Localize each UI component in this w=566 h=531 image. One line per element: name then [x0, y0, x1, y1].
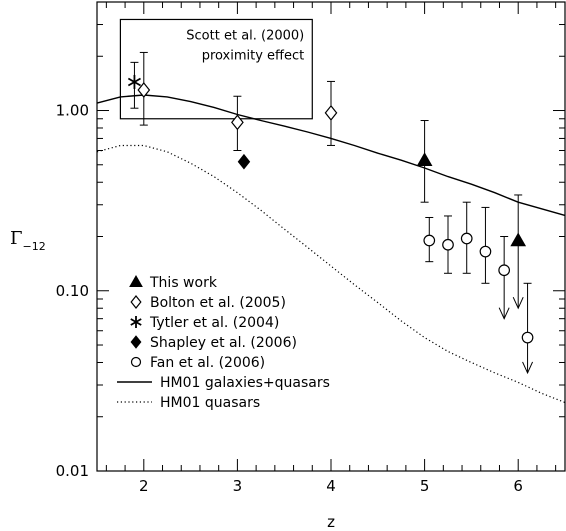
- data-point-open-diamond: [324, 104, 338, 121]
- data-point-open-diamond: [231, 114, 244, 131]
- x-tick-label: 6: [513, 477, 523, 495]
- legend-label: HM01 quasars: [160, 395, 260, 411]
- axes: 2 3 4 5 6 0.01 0.10 1.00: [56, 1, 566, 495]
- y-axis-label-sub: −12: [23, 240, 46, 253]
- x-tick-label: 4: [326, 477, 336, 495]
- legend-label: Fan et al. (2006): [150, 355, 265, 371]
- data-point-open-circle: [442, 238, 454, 251]
- data-point-filled-diamond: [237, 153, 251, 170]
- x-tick-label: 2: [139, 477, 149, 495]
- data-point-asterisk: [127, 74, 141, 89]
- annotation-line-2: proximity effect: [202, 48, 305, 63]
- upper-limit-arrow: [498, 307, 510, 320]
- legend-label: Shapley et al. (2006): [150, 335, 297, 351]
- data-point-filled-triangle: [416, 152, 433, 166]
- data-point-open-circle: [521, 331, 534, 344]
- asterisk-stroke: [127, 77, 141, 87]
- y-tick-label: 0.10: [56, 282, 89, 300]
- x-tick-label: 5: [420, 477, 430, 495]
- curve-hm01-quasars: [96, 144, 566, 404]
- data-point-open-diamond: [137, 82, 151, 98]
- legend-symbol-asterisk: [130, 316, 142, 328]
- data-point-open-circle: [460, 232, 473, 245]
- y-axis-label-main: Γ: [10, 228, 23, 249]
- upper-limit-arrow: [512, 297, 524, 310]
- data-points: [127, 51, 534, 375]
- data-point-open-circle: [479, 245, 492, 258]
- legend-label: HM01 galaxies+quasars: [160, 375, 330, 391]
- data-point-open-circle: [423, 234, 436, 247]
- legend-symbol-filled-diamond: [130, 335, 142, 349]
- legend: This work Bolton et al. (2005) Tytler et a…: [117, 274, 330, 411]
- x-tick-label: 3: [233, 477, 243, 495]
- legend-label: Bolton et al. (2005): [150, 295, 286, 311]
- y-tick-label: 0.01: [56, 462, 89, 480]
- x-axis-label: z: [327, 513, 335, 531]
- scott-box-annotation: Scott et al. (2000) proximity effect: [119, 18, 313, 120]
- annotation-line-1: Scott et al. (2000): [186, 28, 304, 43]
- legend-label: Tytler et al. (2004): [149, 315, 279, 331]
- asterisk-stroke: [130, 318, 142, 326]
- data-point-open-circle: [498, 264, 511, 277]
- data-point-filled-triangle: [510, 232, 527, 247]
- y-axis-label: Γ−12: [10, 228, 46, 253]
- legend-symbol-open-circle: [130, 356, 142, 368]
- legend-label: This work: [149, 275, 218, 291]
- y-tick-label: 1.00: [56, 102, 89, 120]
- legend-symbol-open-diamond: [130, 295, 142, 309]
- legend-symbol-filled-triangle: [129, 274, 143, 287]
- annotation-box: [119, 18, 313, 120]
- upper-limit-arrow: [522, 361, 534, 375]
